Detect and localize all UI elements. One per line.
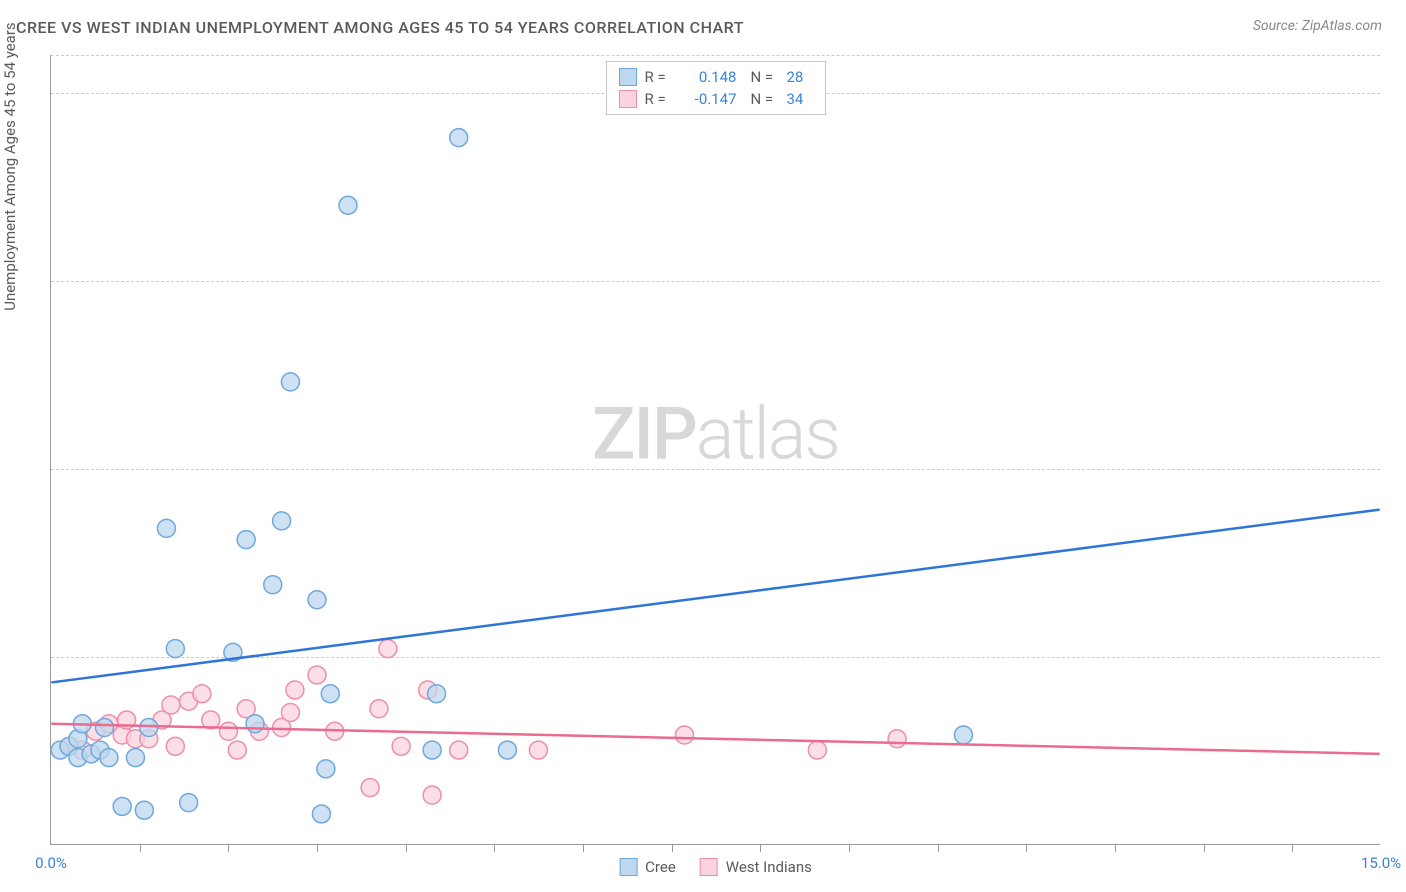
legend-row-westindian: R = -0.147 N = 34 bbox=[619, 88, 813, 110]
datapoint-cree bbox=[498, 741, 516, 759]
datapoint-cree bbox=[339, 196, 357, 214]
datapoint-west-indians bbox=[162, 696, 180, 714]
datapoint-cree bbox=[321, 685, 339, 703]
datapoint-cree bbox=[308, 591, 326, 609]
x-tick-label: 15.0% bbox=[1361, 854, 1401, 872]
datapoint-cree bbox=[95, 719, 113, 737]
datapoint-west-indians bbox=[286, 681, 304, 699]
legend-item-cree: Cree bbox=[619, 858, 676, 876]
datapoint-west-indians bbox=[423, 786, 441, 804]
datapoint-cree bbox=[264, 576, 282, 594]
legend-item-westindian: West Indians bbox=[700, 858, 812, 876]
datapoint-west-indians bbox=[808, 741, 826, 759]
datapoint-cree bbox=[237, 531, 255, 549]
datapoint-west-indians bbox=[228, 741, 246, 759]
n-label: N = bbox=[751, 68, 779, 86]
scatter-svg bbox=[51, 55, 1380, 844]
x-tick bbox=[1115, 844, 1116, 852]
datapoint-west-indians bbox=[308, 666, 326, 684]
y-tick-label: 10.0% bbox=[1390, 648, 1406, 666]
datapoint-west-indians bbox=[370, 700, 388, 718]
datapoint-cree bbox=[157, 519, 175, 537]
x-tick bbox=[849, 844, 850, 852]
legend-label-westindian: West Indians bbox=[726, 858, 812, 876]
datapoint-cree bbox=[180, 794, 198, 812]
datapoint-cree bbox=[273, 512, 291, 530]
datapoint-west-indians bbox=[888, 730, 906, 748]
swatch-westindian bbox=[619, 90, 637, 108]
source-attribution: Source: ZipAtlas.com bbox=[1253, 18, 1382, 34]
datapoint-cree bbox=[113, 797, 131, 815]
r-label: R = bbox=[645, 90, 673, 108]
n-label: N = bbox=[751, 90, 779, 108]
swatch-cree bbox=[619, 68, 637, 86]
legend-label-cree: Cree bbox=[645, 858, 676, 876]
x-tick bbox=[228, 844, 229, 852]
legend-row-cree: R = 0.148 N = 28 bbox=[619, 66, 813, 88]
datapoint-cree bbox=[140, 719, 158, 737]
x-tick bbox=[672, 844, 673, 852]
datapoint-west-indians bbox=[379, 640, 397, 658]
x-tick bbox=[317, 844, 318, 852]
chart-title: CREE VS WEST INDIAN UNEMPLOYMENT AMONG A… bbox=[16, 18, 744, 37]
datapoint-west-indians bbox=[281, 704, 299, 722]
datapoint-cree bbox=[954, 726, 972, 744]
datapoint-cree bbox=[281, 373, 299, 391]
datapoint-cree bbox=[428, 685, 446, 703]
r-label: R = bbox=[645, 68, 673, 86]
datapoint-west-indians bbox=[529, 741, 547, 759]
y-tick-label: 20.0% bbox=[1390, 460, 1406, 478]
n-value-cree: 28 bbox=[787, 68, 813, 86]
swatch-westindian bbox=[700, 858, 718, 876]
correlation-legend: R = 0.148 N = 28 R = -0.147 N = 34 bbox=[606, 61, 826, 115]
x-tick bbox=[1292, 844, 1293, 852]
datapoint-cree bbox=[246, 715, 264, 733]
x-tick bbox=[938, 844, 939, 852]
datapoint-west-indians bbox=[392, 737, 410, 755]
trendline-west-indians bbox=[51, 724, 1379, 754]
datapoint-west-indians bbox=[676, 726, 694, 744]
n-value-westindian: 34 bbox=[787, 90, 813, 108]
x-tick bbox=[1026, 844, 1027, 852]
datapoint-west-indians bbox=[193, 685, 211, 703]
y-tick-label: 40.0% bbox=[1390, 84, 1406, 102]
x-tick-label: 0.0% bbox=[35, 854, 67, 872]
y-tick-label: 30.0% bbox=[1390, 272, 1406, 290]
r-value-cree: 0.148 bbox=[681, 68, 737, 86]
x-tick bbox=[583, 844, 584, 852]
datapoint-cree bbox=[312, 805, 330, 823]
plot-area: ZIPatlas R = 0.148 N = 28 R = -0.147 N =… bbox=[50, 55, 1380, 845]
x-tick bbox=[140, 844, 141, 852]
x-tick bbox=[494, 844, 495, 852]
datapoint-west-indians bbox=[361, 779, 379, 797]
y-axis-label: Unemployment Among Ages 45 to 54 years bbox=[1, 22, 19, 310]
datapoint-west-indians bbox=[166, 737, 184, 755]
datapoint-cree bbox=[166, 640, 184, 658]
x-tick bbox=[406, 844, 407, 852]
datapoint-cree bbox=[135, 801, 153, 819]
datapoint-cree bbox=[450, 129, 468, 147]
series-legend: Cree West Indians bbox=[619, 858, 812, 876]
r-value-westindian: -0.147 bbox=[681, 90, 737, 108]
datapoint-cree bbox=[100, 749, 118, 767]
x-tick bbox=[1204, 844, 1205, 852]
datapoint-cree bbox=[317, 760, 335, 778]
datapoint-cree bbox=[126, 749, 144, 767]
swatch-cree bbox=[619, 858, 637, 876]
datapoint-west-indians bbox=[219, 722, 237, 740]
x-tick bbox=[760, 844, 761, 852]
datapoint-cree bbox=[423, 741, 441, 759]
datapoint-west-indians bbox=[450, 741, 468, 759]
